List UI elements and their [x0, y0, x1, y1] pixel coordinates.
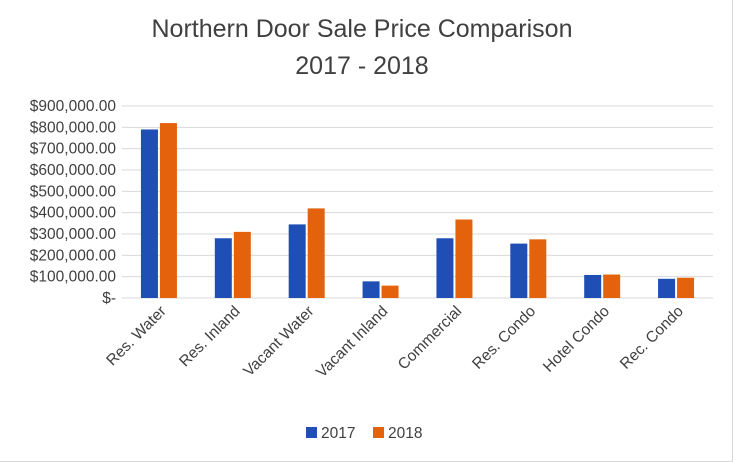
bar-2017-2: [214, 238, 232, 298]
x-category-label: Vacant Water: [240, 303, 317, 380]
y-tick-label: $100,000.00: [30, 269, 117, 286]
y-tick-label: $500,000.00: [30, 183, 117, 200]
y-tick-label: $200,000.00: [30, 247, 117, 264]
gridlines: [122, 105, 713, 299]
x-category-label: Vacant Inland: [313, 303, 391, 381]
x-category-label: Res. Water: [103, 303, 169, 369]
legend: 2017 2018: [306, 425, 422, 442]
legend-swatch-2017: [306, 427, 317, 438]
bar-2017-7: [584, 274, 602, 298]
y-tick-label: $800,000.00: [30, 119, 117, 136]
bar-2017-8: [658, 278, 676, 298]
x-category-label: Rec. Condo: [617, 303, 687, 373]
x-category-label: Commercial: [395, 303, 465, 373]
bar-2018-2: [233, 231, 251, 298]
bars: [140, 123, 695, 298]
bar-2018-4: [381, 285, 399, 298]
legend-label-2018: 2018: [388, 425, 422, 442]
y-tick-label: $-: [102, 290, 116, 307]
chart-subtitle: 2017 - 2018: [295, 52, 428, 80]
bar-2017-3: [288, 224, 306, 298]
y-axis-tick-labels: $- $100,000.00 $200,000.00 $300,000.00 $400,…: [30, 98, 117, 307]
bar-2018-7: [603, 274, 621, 298]
x-category-label: Res. Condo: [469, 303, 539, 373]
bar-2017-4: [362, 281, 380, 298]
x-category-label: Res. Inland: [176, 303, 243, 370]
y-tick-label: $900,000.00: [30, 98, 117, 115]
bar-2017-5: [436, 238, 454, 298]
chart-title: Northern Door Sale Price Comparison: [151, 15, 572, 43]
x-category-label: Hotel Condo: [540, 303, 613, 376]
bar-2018-3: [307, 208, 325, 298]
bar-2018-6: [529, 239, 547, 298]
y-tick-label: $600,000.00: [30, 162, 117, 179]
legend-label-2017: 2017: [321, 425, 355, 442]
y-tick-label: $300,000.00: [30, 226, 117, 243]
bar-2018-8: [677, 277, 695, 298]
y-tick-label: $400,000.00: [30, 205, 117, 222]
bar-2017-1: [140, 129, 158, 298]
legend-swatch-2018: [373, 427, 384, 438]
bar-2017-6: [510, 243, 528, 298]
y-tick-label: $700,000.00: [30, 141, 117, 158]
bar-2018-1: [159, 123, 177, 298]
bar-2018-5: [455, 219, 473, 298]
